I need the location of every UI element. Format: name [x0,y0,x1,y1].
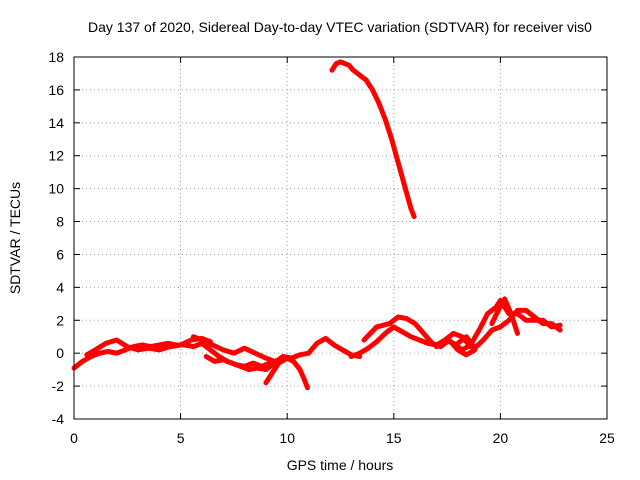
series-trace-7 [361,314,478,358]
x-tick-label: 15 [386,430,402,446]
y-tick-label: 16 [48,82,64,98]
plot-frame [73,56,608,420]
series-trace-10 [489,296,520,336]
x-tick-label: 10 [279,430,295,446]
y-tick-label: 8 [56,214,64,230]
x-tick-label: 0 [70,430,78,446]
data-series [71,59,563,391]
y-tick-label: 14 [48,115,64,131]
y-axis-label: SDTVAR / TECUs [7,182,23,294]
series-trace-2 [84,335,213,358]
chart-title: Day 137 of 2020, Sidereal Day-to-day VTE… [88,19,592,35]
x-axis-label: GPS time / hours [287,457,394,473]
y-tick-label: 2 [56,312,64,328]
y-tick-label: 0 [56,345,64,361]
series-trace-3 [190,334,277,364]
y-tick-label: -4 [52,411,65,427]
series-trace-9 [455,307,563,351]
series-trace-11 [329,59,417,220]
y-tick-label: 4 [56,279,64,295]
y-tick-label: 10 [48,181,64,197]
x-tick-label: 20 [493,430,509,446]
y-tick-label: 18 [48,49,64,65]
series-trace-5 [263,355,310,391]
y-tick-label: -2 [52,378,65,394]
grid [74,57,607,419]
series-trace-4 [203,335,363,373]
y-tick-label: 6 [56,246,64,262]
x-tick-label: 5 [177,430,185,446]
series-trace-6 [348,324,474,359]
x-tick-label: 25 [599,430,615,446]
axis-ticks: 0 5 10 15 20 25 -4 -2 0 2 4 6 8 10 12 14 16 18 [48,49,615,446]
y-tick-label: 12 [48,148,64,164]
